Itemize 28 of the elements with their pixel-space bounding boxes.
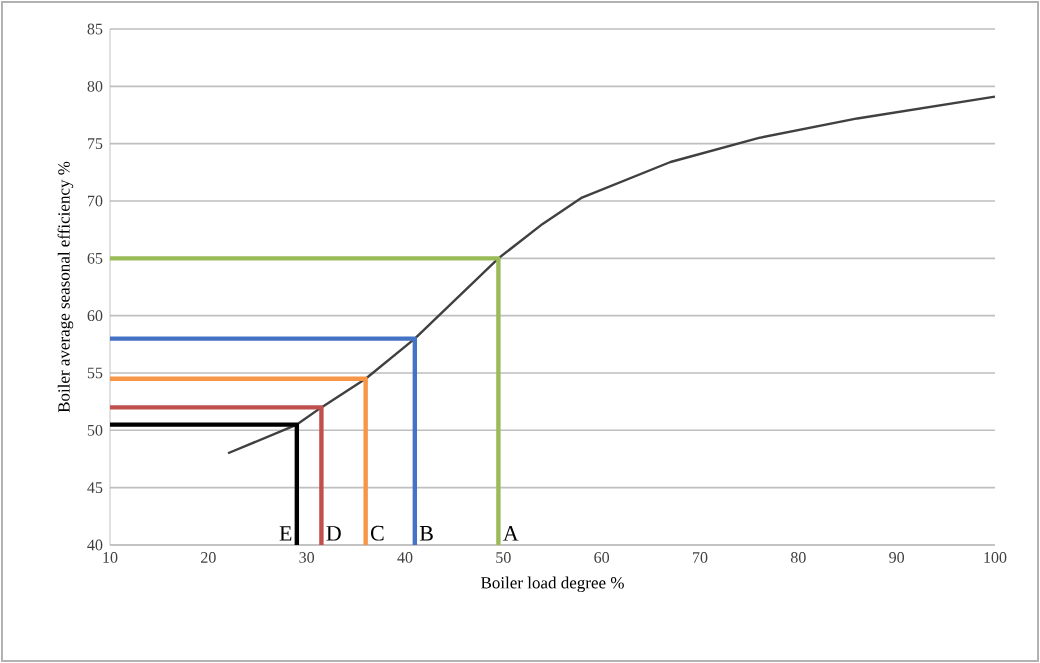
y-axis-title: Boiler average seasonal efficiency % (57, 161, 74, 413)
series-label: A (503, 526, 519, 541)
x-tick-label: 20 (201, 552, 216, 563)
x-tick-label: 40 (397, 552, 413, 563)
y-tick-label: 40 (87, 539, 103, 551)
y-tick-label: 55 (87, 367, 103, 379)
y-tick-label: 85 (87, 23, 103, 35)
y-tick-label: 50 (87, 424, 103, 436)
series-label: E (279, 526, 292, 541)
x-axis-title: Boiler load degree % (481, 576, 624, 593)
x-tick-label: 100 (984, 552, 1007, 563)
x-tick-label: 30 (299, 552, 315, 563)
x-tick-label: 90 (889, 552, 905, 563)
x-tick-label: 50 (496, 552, 511, 563)
series-label: C (370, 525, 384, 541)
y-tick-label: 60 (87, 310, 103, 322)
y-tick-label: 65 (87, 252, 103, 264)
y-tick-label: 80 (87, 80, 103, 92)
line-series (226, 95, 997, 455)
x-tick-label: 70 (693, 552, 708, 563)
series-label: D (326, 526, 341, 541)
y-tick-label: 45 (87, 482, 103, 493)
x-tick-label: 10 (103, 552, 118, 563)
y-tick-label: 70 (88, 195, 103, 207)
y-tick-label: 75 (88, 138, 103, 149)
x-tick-label: 80 (790, 552, 806, 563)
x-tick-label: 60 (594, 552, 610, 563)
series-label: B (419, 526, 433, 541)
